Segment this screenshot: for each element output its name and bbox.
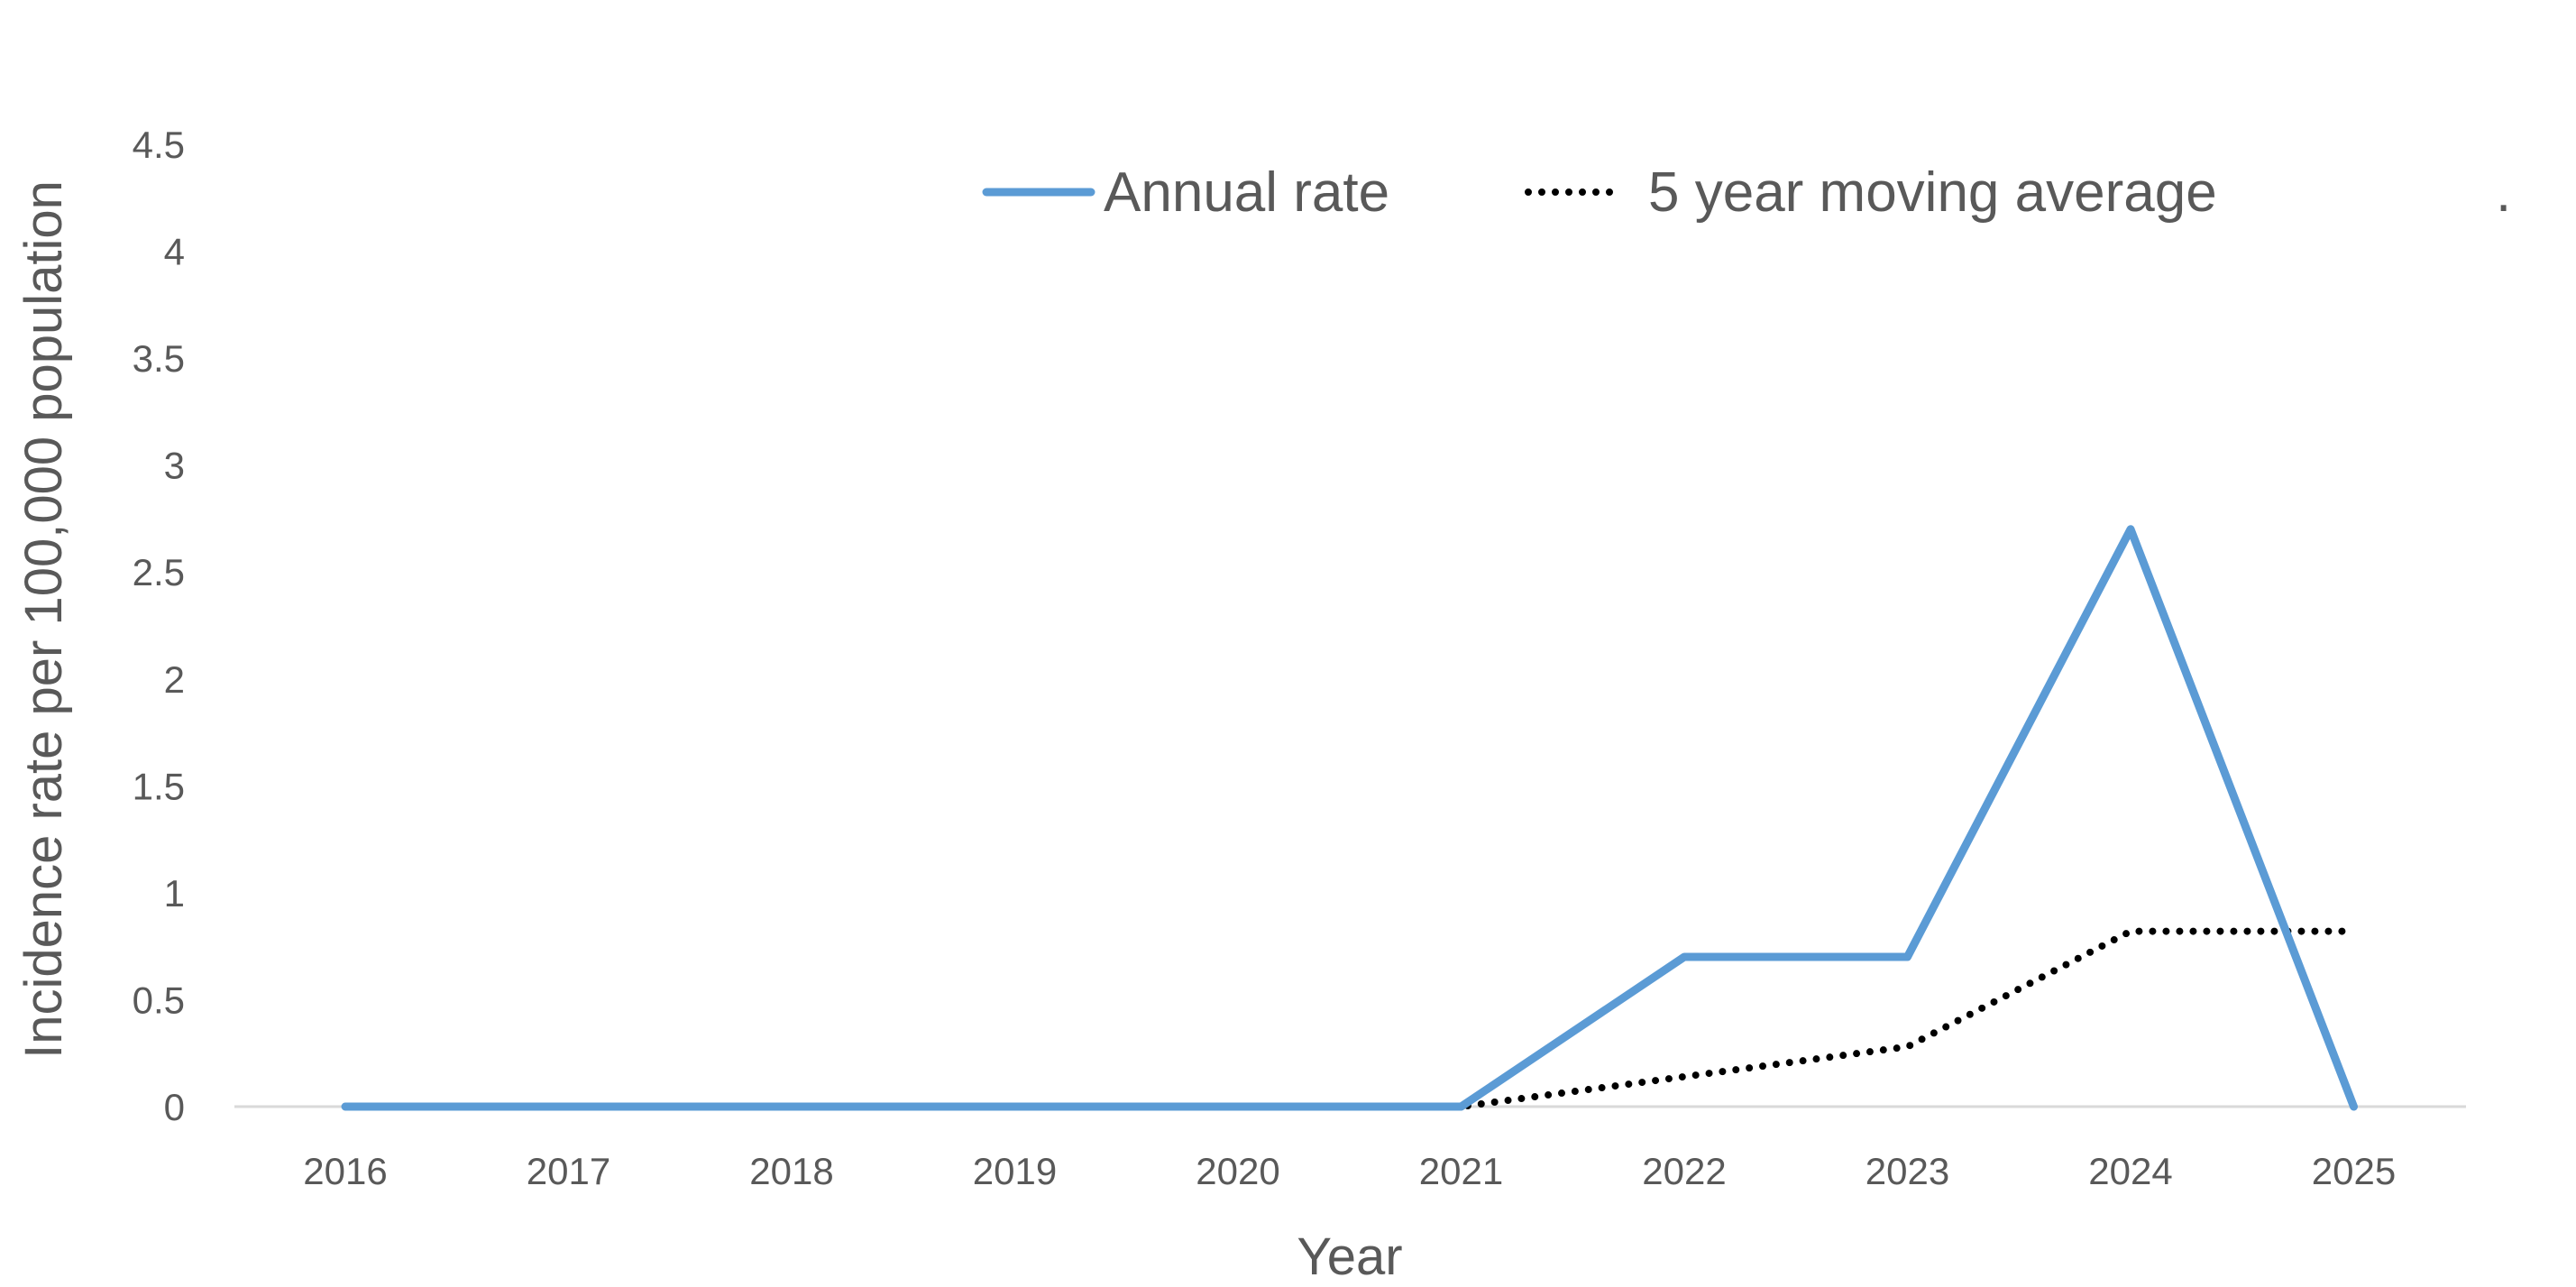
x-axis-title: Year (1297, 1227, 1402, 1286)
x-axis-ticks: 2016 2017 2018 2019 2020 2021 2022 2023 2024 2025 (303, 1150, 2396, 1192)
legend-annotation: . (2496, 161, 2511, 224)
series-layer (341, 525, 2358, 1111)
y-axis-ticks: 0 0.5 1 1.5 2 2.5 3 3.5 4 4.5 (133, 124, 185, 1128)
legend-label-annual-rate: Annual rate (1104, 161, 1389, 224)
x-tick-label: 2024 (2088, 1150, 2172, 1192)
y-tick-label: 2 (164, 658, 185, 701)
y-tick-label: 3.5 (133, 337, 185, 380)
legend-label-moving-average: 5 year moving average (1648, 161, 2217, 224)
y-tick-label: 1.5 (133, 765, 185, 807)
x-tick-label: 2021 (1419, 1150, 1503, 1192)
x-tick-label: 2016 (303, 1150, 387, 1192)
x-tick-label: 2019 (973, 1150, 1057, 1192)
y-axis-title: Incidence rate per 100,000 population (14, 180, 73, 1059)
y-tick-label: 1 (164, 872, 185, 915)
y-tick-label: 4 (164, 231, 185, 273)
series-line-annual-rate (341, 525, 2358, 1111)
x-tick-label: 2025 (2312, 1150, 2396, 1192)
y-tick-label: 2.5 (133, 551, 185, 593)
x-tick-label: 2018 (749, 1150, 833, 1192)
x-tick-label: 2022 (1642, 1150, 1726, 1192)
legend: Annual rate 5 year moving average (982, 161, 2217, 224)
x-tick-label: 2020 (1196, 1150, 1279, 1192)
y-tick-label: 3 (164, 445, 185, 487)
y-tick-label: 0 (164, 1086, 185, 1128)
y-tick-label: 0.5 (133, 979, 185, 1021)
x-tick-label: 2017 (527, 1150, 610, 1192)
y-tick-label: 4.5 (133, 124, 185, 166)
x-tick-label: 2023 (1866, 1150, 1949, 1192)
